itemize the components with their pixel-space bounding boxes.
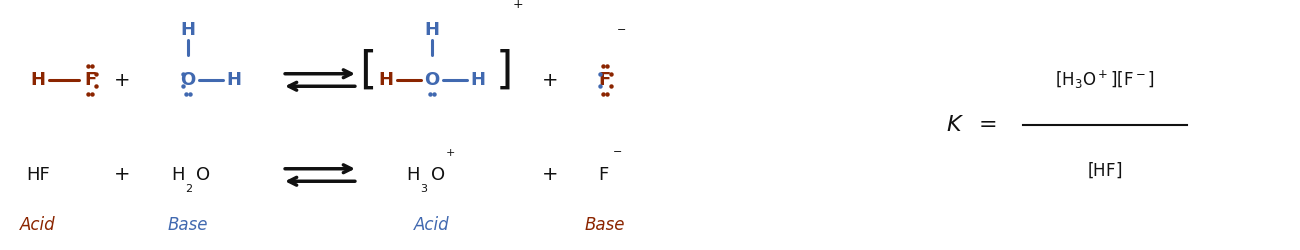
Text: +: + bbox=[542, 70, 558, 90]
Text: −: − bbox=[614, 148, 623, 158]
Text: ]: ] bbox=[495, 48, 512, 92]
Text: H: H bbox=[181, 21, 195, 39]
Text: +: + bbox=[512, 0, 524, 12]
Text: O: O bbox=[196, 166, 211, 184]
Text: Acid: Acid bbox=[21, 216, 56, 234]
Text: Acid: Acid bbox=[415, 216, 450, 234]
Text: +: + bbox=[446, 148, 455, 158]
Text: F: F bbox=[598, 166, 608, 184]
Text: +: + bbox=[542, 166, 558, 184]
Text: O: O bbox=[424, 71, 439, 89]
Text: −: − bbox=[618, 25, 627, 35]
Text: O: O bbox=[432, 166, 445, 184]
Text: $\mathregular{[H_3O^+][F^-]}$: $\mathregular{[H_3O^+][F^-]}$ bbox=[1056, 69, 1154, 91]
Text: 3: 3 bbox=[420, 184, 426, 194]
Text: F: F bbox=[84, 71, 96, 89]
Text: $\mathit{K}$: $\mathit{K}$ bbox=[946, 115, 965, 135]
Text: 2: 2 bbox=[185, 184, 192, 194]
Text: H: H bbox=[172, 166, 185, 184]
Text: +: + bbox=[114, 166, 130, 184]
Text: +: + bbox=[114, 70, 130, 90]
Text: Base: Base bbox=[168, 216, 208, 234]
Text: H: H bbox=[406, 166, 420, 184]
Text: =: = bbox=[979, 115, 997, 135]
Text: H: H bbox=[425, 21, 439, 39]
Text: $\mathregular{[HF]}$: $\mathregular{[HF]}$ bbox=[1087, 160, 1123, 180]
Text: H: H bbox=[30, 71, 46, 89]
Text: O: O bbox=[181, 71, 195, 89]
Text: [: [ bbox=[359, 48, 377, 92]
Text: Base: Base bbox=[585, 216, 625, 234]
Text: HF: HF bbox=[26, 166, 49, 184]
Text: H: H bbox=[226, 71, 242, 89]
Text: F: F bbox=[599, 71, 611, 89]
Text: H: H bbox=[471, 71, 485, 89]
Text: H: H bbox=[378, 71, 394, 89]
